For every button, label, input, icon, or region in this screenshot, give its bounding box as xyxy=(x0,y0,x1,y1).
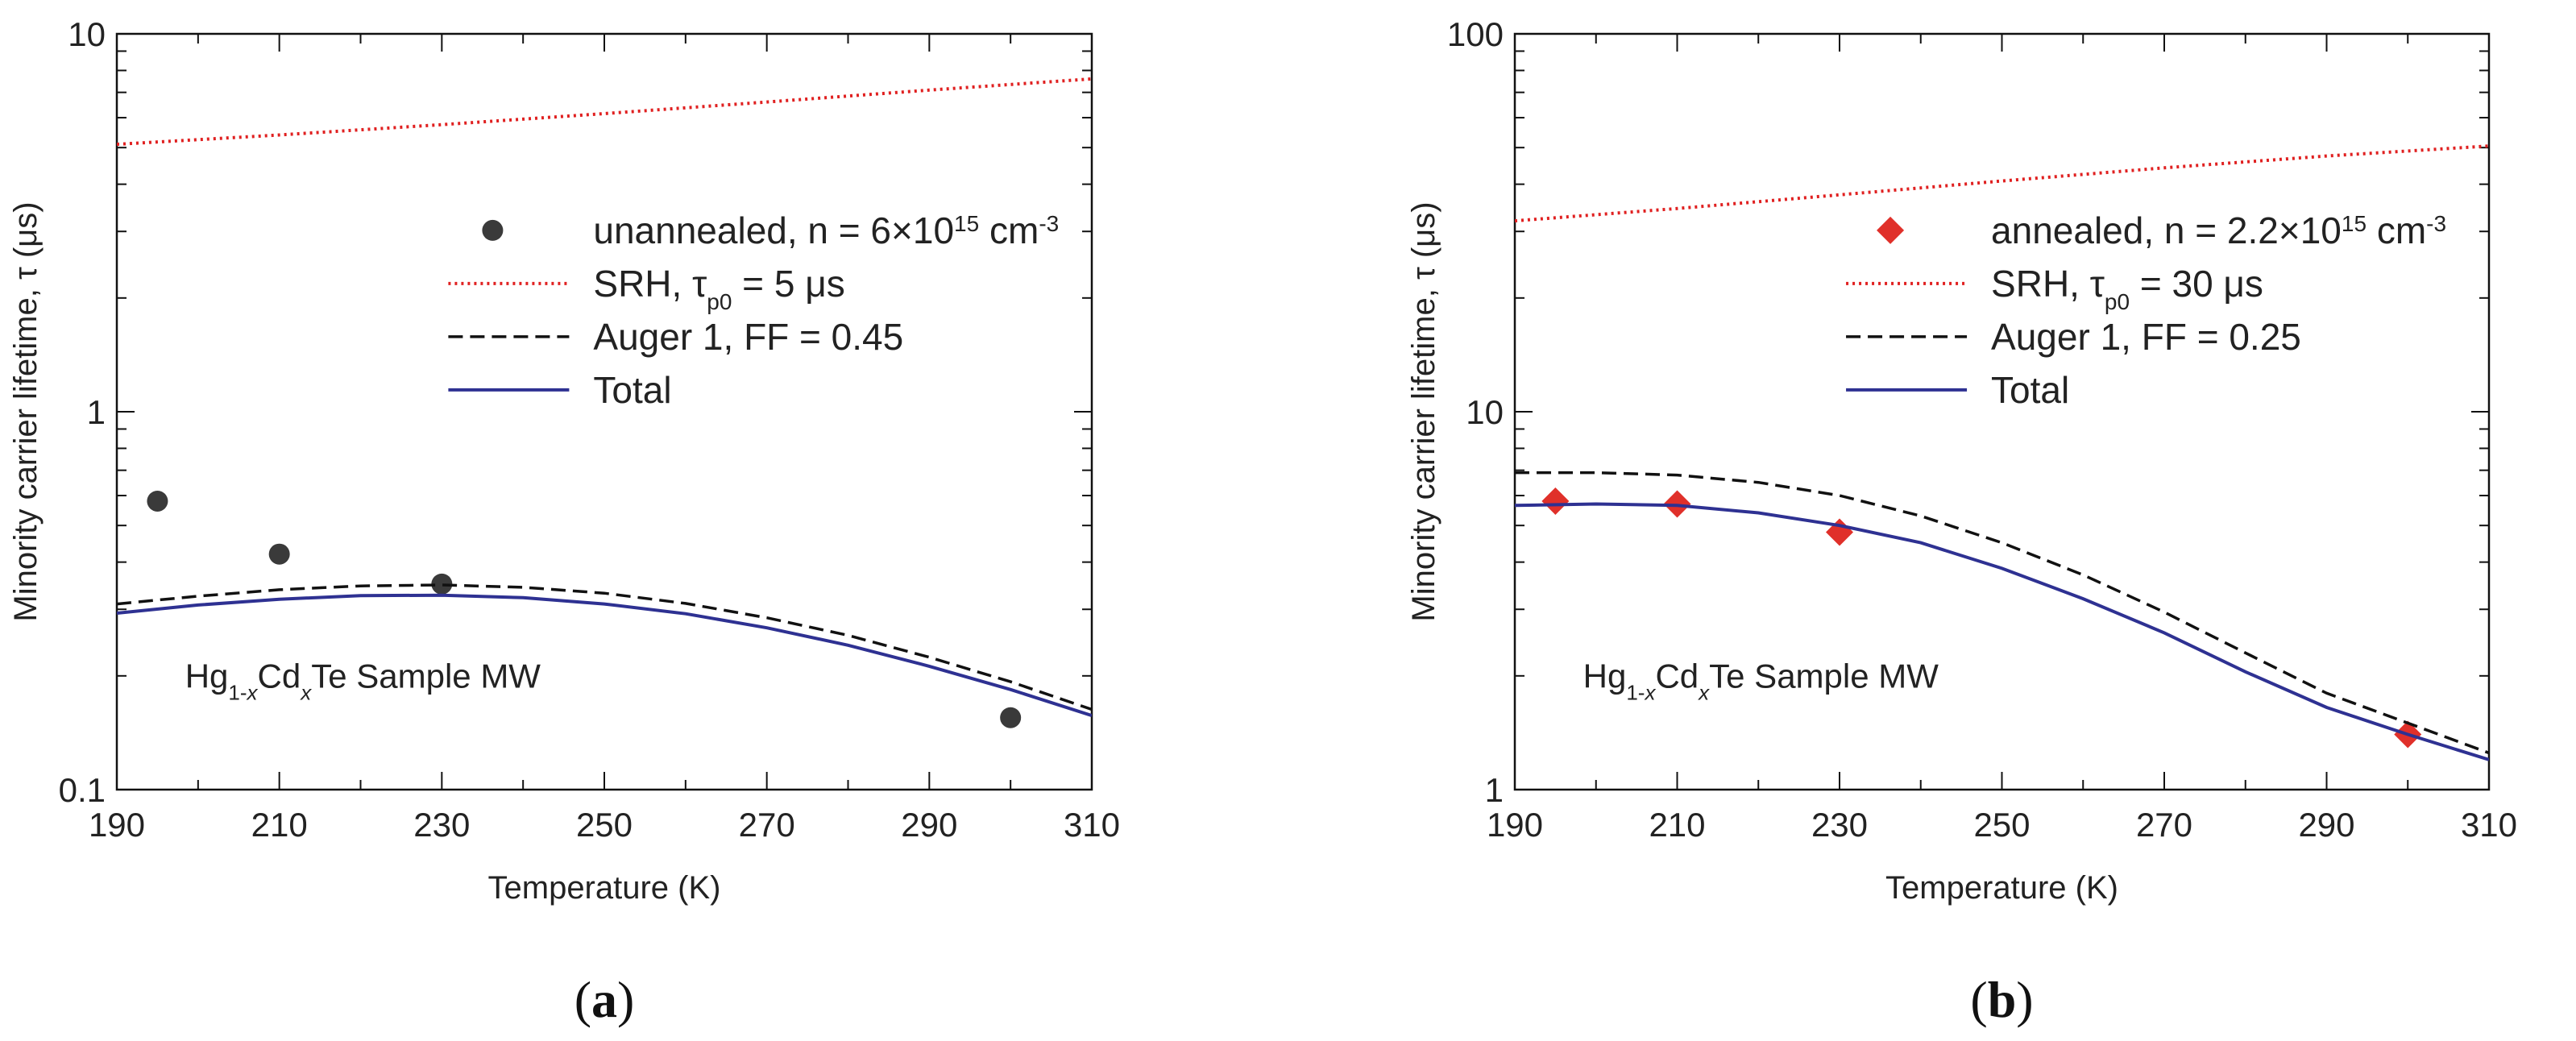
legend-label-auger: Auger 1, FF = 0.25 xyxy=(1991,316,2301,358)
legend-label-auger: Auger 1, FF = 0.45 xyxy=(593,316,903,358)
data-point xyxy=(1541,487,1570,515)
data-point xyxy=(268,543,290,565)
x-tick-label: 270 xyxy=(2136,806,2192,844)
y-tick-label: 1 xyxy=(1485,771,1504,809)
legend-label-srh: SRH, τp0 = 30 μs xyxy=(1991,263,2263,314)
x-axis-title: Temperature (K) xyxy=(488,870,721,906)
legend-label-points: annealed, n = 2.2×1015 cm-3 xyxy=(1991,209,2446,251)
legend-label-points: unannealed, n = 6×1015 cm-3 xyxy=(593,209,1059,251)
panel-label: (a) xyxy=(575,971,635,1028)
y-tick-label: 100 xyxy=(1447,15,1504,53)
y-tick-label: 1 xyxy=(87,393,106,431)
legend-marker xyxy=(1877,216,1905,244)
x-tick-label: 210 xyxy=(1649,806,1705,844)
x-tick-label: 210 xyxy=(251,806,308,844)
legend-marker xyxy=(482,219,504,241)
legend: annealed, n = 2.2×1015 cm-3 SRH, τp0 = 30… xyxy=(1846,209,2446,411)
sample-annotation: Hg1-xCdxTe Sample MW xyxy=(185,657,541,704)
x-tick-label: 310 xyxy=(1064,806,1120,844)
legend: unannealed, n = 6×1015 cm-3 SRH, τp0 = 5 … xyxy=(448,209,1059,411)
x-tick-label: 310 xyxy=(2461,806,2517,844)
x-tick-label: 190 xyxy=(1487,806,1543,844)
chart-panel-a: 190 210 230 250 270 290 310 0.1 1 10 Temperature (… xyxy=(8,15,1120,1028)
x-tick-label: 250 xyxy=(576,806,633,844)
sample-annotation: Hg1-xCdxTe Sample MW xyxy=(1583,657,1939,704)
y-tick-label: 0.1 xyxy=(59,771,106,809)
data-point xyxy=(147,490,168,512)
y-axis-title: Minority carrier lifetime, τ (μs) xyxy=(1406,201,1441,621)
legend-label-total: Total xyxy=(1991,369,2069,411)
x-axis-title: Temperature (K) xyxy=(1885,870,2118,906)
y-tick-label: 10 xyxy=(1466,393,1504,431)
series-line-solid xyxy=(1515,502,2489,761)
series-group xyxy=(117,77,1092,728)
x-tick-label: 230 xyxy=(413,806,470,844)
series-line-solid xyxy=(117,593,1092,718)
y-axis-title: Minority carrier lifetime, τ (μs) xyxy=(8,201,44,621)
series-line-dotted xyxy=(117,77,1092,147)
x-tick-label: 290 xyxy=(2298,806,2354,844)
x-tick-label: 230 xyxy=(1811,806,1868,844)
data-point xyxy=(431,573,453,595)
panel-label: (b) xyxy=(1970,971,2033,1028)
x-tick-label: 290 xyxy=(901,806,957,844)
y-tick-label: 10 xyxy=(68,15,106,53)
x-tick-label: 250 xyxy=(1973,806,2030,844)
x-tick-label: 270 xyxy=(739,806,795,844)
data-point xyxy=(1000,707,1022,728)
series-line-dashed xyxy=(117,583,1092,711)
chart-panel-b: 190 210 230 250 270 290 310 1 10 100 Temperature (… xyxy=(1406,15,2517,1028)
series-group xyxy=(1515,144,2489,761)
legend-label-total: Total xyxy=(593,369,671,411)
legend-label-srh: SRH, τp0 = 5 μs xyxy=(593,263,844,314)
x-tick-label: 190 xyxy=(89,806,145,844)
series-line-dashed xyxy=(1515,471,2489,755)
series-line-dotted xyxy=(1515,144,2489,223)
